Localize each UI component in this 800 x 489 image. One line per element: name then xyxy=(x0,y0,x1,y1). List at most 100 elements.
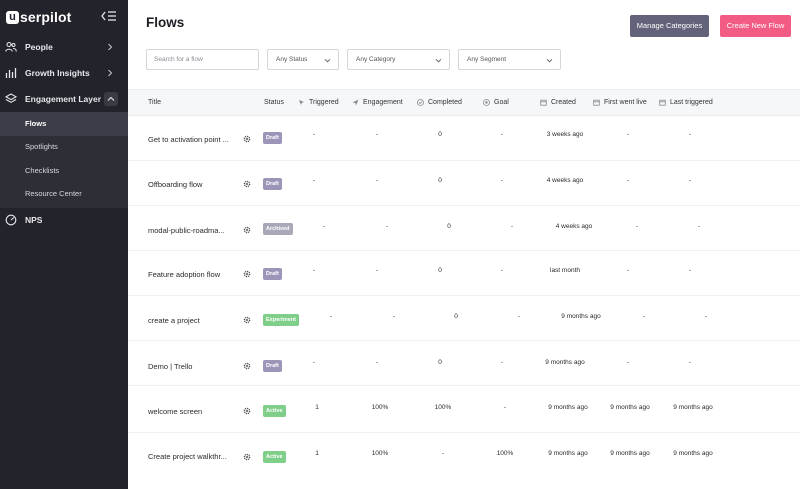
column-header-label: Last triggered xyxy=(670,99,713,106)
engagement-value: - xyxy=(375,359,379,366)
column-header-completed[interactable]: Completed xyxy=(417,99,462,106)
sidebar-item-engagement-layer[interactable]: Engagement Layer xyxy=(0,87,128,111)
flow-title[interactable]: modal-public-roadma... xyxy=(148,226,225,235)
gear-icon[interactable] xyxy=(243,135,251,143)
table-row[interactable]: welcome screen Active 1 100% 100% - 9 mo… xyxy=(128,388,800,433)
status-badge: Experiment xyxy=(263,314,299,326)
manage-categories-button[interactable]: Manage Categories xyxy=(630,15,709,37)
brand-name: serpilot xyxy=(20,9,72,25)
completed-value: 0 xyxy=(438,267,442,274)
column-header-created[interactable]: Created xyxy=(540,99,576,106)
column-header-engagement[interactable]: Engagement xyxy=(352,99,403,106)
triggered-value: - xyxy=(329,313,333,320)
column-header-goal[interactable]: Goal xyxy=(483,99,509,106)
column-header-label: Created xyxy=(551,99,576,106)
category-filter-value: Any Category xyxy=(356,56,396,63)
send-icon xyxy=(352,99,359,106)
column-header-last-triggered[interactable]: Last triggered xyxy=(659,99,713,106)
status-badge: Active xyxy=(263,451,286,463)
sidebar-subitem-label: Checklists xyxy=(25,166,60,175)
engagement-value: 100% xyxy=(371,404,389,411)
last-triggered-value: - xyxy=(697,223,701,230)
sidebar-item-people[interactable]: People xyxy=(0,35,128,59)
gear-icon[interactable] xyxy=(243,270,251,278)
sidebar-item-label: NPS xyxy=(25,215,43,225)
goal-value: - xyxy=(517,313,521,320)
column-header-label: First went live xyxy=(604,99,647,106)
table-row[interactable]: create a project Experiment - - 0 - 9 mo… xyxy=(128,296,800,341)
goal-value: - xyxy=(510,223,514,230)
flow-title[interactable]: create a project xyxy=(148,316,200,325)
engagement-value: - xyxy=(375,131,379,138)
status-badge: Draft xyxy=(263,268,282,280)
page-title: Flows xyxy=(146,15,185,30)
last-triggered-value: - xyxy=(688,359,692,366)
table-row[interactable]: Offboarding flow Draft - - 0 - 4 weeks a… xyxy=(128,161,800,206)
status-filter-dropdown[interactable]: Any Status xyxy=(267,49,339,70)
created-value: 9 months ago xyxy=(548,404,588,411)
column-header-label: Title xyxy=(148,99,161,106)
flow-title[interactable]: Create project walkthr... xyxy=(148,452,227,461)
sidebar-item-nps[interactable]: NPS xyxy=(0,208,128,232)
last-triggered-value: 9 months ago xyxy=(673,404,713,411)
gear-icon[interactable] xyxy=(243,407,251,415)
sidebar-subitem-label: Resource Center xyxy=(25,189,82,198)
gear-icon[interactable] xyxy=(243,453,251,461)
first-live-value: - xyxy=(626,131,630,138)
table-row[interactable]: Demo | Trello Draft - - 0 - 9 months ago… xyxy=(128,341,800,386)
chevron-right-icon xyxy=(108,43,113,51)
created-value: 9 months ago xyxy=(545,359,585,366)
table-row[interactable]: Feature adoption flow Draft - - 0 - last… xyxy=(128,251,800,296)
sidebar-item-growth-insights[interactable]: Growth Insights xyxy=(0,61,128,85)
segment-filter-dropdown[interactable]: Any Segment xyxy=(458,49,561,70)
triggered-value: 1 xyxy=(315,404,319,411)
collapse-sidebar-icon[interactable] xyxy=(101,10,117,22)
sidebar-item-label: Growth Insights xyxy=(25,68,90,78)
flow-title[interactable]: welcome screen xyxy=(148,407,203,416)
status-badge: Draft xyxy=(263,132,282,144)
table-row[interactable]: Create project walkthr... Active 1 100% … xyxy=(128,434,800,489)
flow-title[interactable]: Demo | Trello xyxy=(148,362,193,371)
nps-icon xyxy=(5,214,17,226)
goal-value: - xyxy=(500,177,504,184)
cursor-icon xyxy=(299,100,304,105)
column-header-first-went-live[interactable]: First went live xyxy=(593,99,647,106)
sidebar-subitem-flows[interactable]: Flows xyxy=(0,112,128,136)
gear-icon[interactable] xyxy=(243,226,251,234)
column-header-triggered[interactable]: Triggered xyxy=(298,99,339,106)
flow-title[interactable]: Feature adoption flow xyxy=(148,270,221,279)
sidebar-item-label: People xyxy=(25,42,53,52)
last-triggered-value: - xyxy=(704,313,708,320)
sidebar-subitem-label: Spotlights xyxy=(25,142,58,151)
chevron-down-icon xyxy=(435,58,442,63)
triggered-value: 1 xyxy=(315,450,319,457)
gear-icon[interactable] xyxy=(243,362,251,370)
sidebar-subitem-spotlights[interactable]: Spotlights xyxy=(0,135,128,159)
category-filter-dropdown[interactable]: Any Category xyxy=(347,49,450,70)
sidebar-subitem-resource-center[interactable]: Resource Center xyxy=(0,182,128,206)
last-triggered-value: - xyxy=(688,267,692,274)
flow-title[interactable]: Get to activation point ... xyxy=(148,135,229,144)
userpilot-logo[interactable]: u serpilot xyxy=(6,9,71,25)
collapse-section-button[interactable] xyxy=(104,92,118,106)
completed-value: 100% xyxy=(434,404,452,411)
create-new-flow-button[interactable]: Create New Flow xyxy=(720,15,791,37)
table-row[interactable]: modal-public-roadma... Archived - - 0 - … xyxy=(128,206,800,251)
calendar-icon xyxy=(540,99,547,106)
calendar-icon xyxy=(593,99,600,106)
triggered-value: - xyxy=(312,177,316,184)
first-live-value: 9 months ago xyxy=(610,450,650,457)
gear-icon[interactable] xyxy=(243,180,251,188)
gear-icon[interactable] xyxy=(243,316,251,324)
column-header-status[interactable]: Status xyxy=(264,99,284,106)
chevron-down-icon xyxy=(324,58,331,63)
created-value: 9 months ago xyxy=(561,313,601,320)
search-input[interactable] xyxy=(146,49,259,70)
sidebar-subitem-checklists[interactable]: Checklists xyxy=(0,159,128,183)
flow-title[interactable]: Offboarding flow xyxy=(148,180,203,189)
table-row[interactable]: Get to activation point ... Draft - - 0 … xyxy=(128,116,800,161)
engagement-value: - xyxy=(385,223,389,230)
goal-value: - xyxy=(503,404,507,411)
bar-chart-icon xyxy=(5,68,17,78)
column-header-title[interactable]: Title xyxy=(148,99,161,106)
